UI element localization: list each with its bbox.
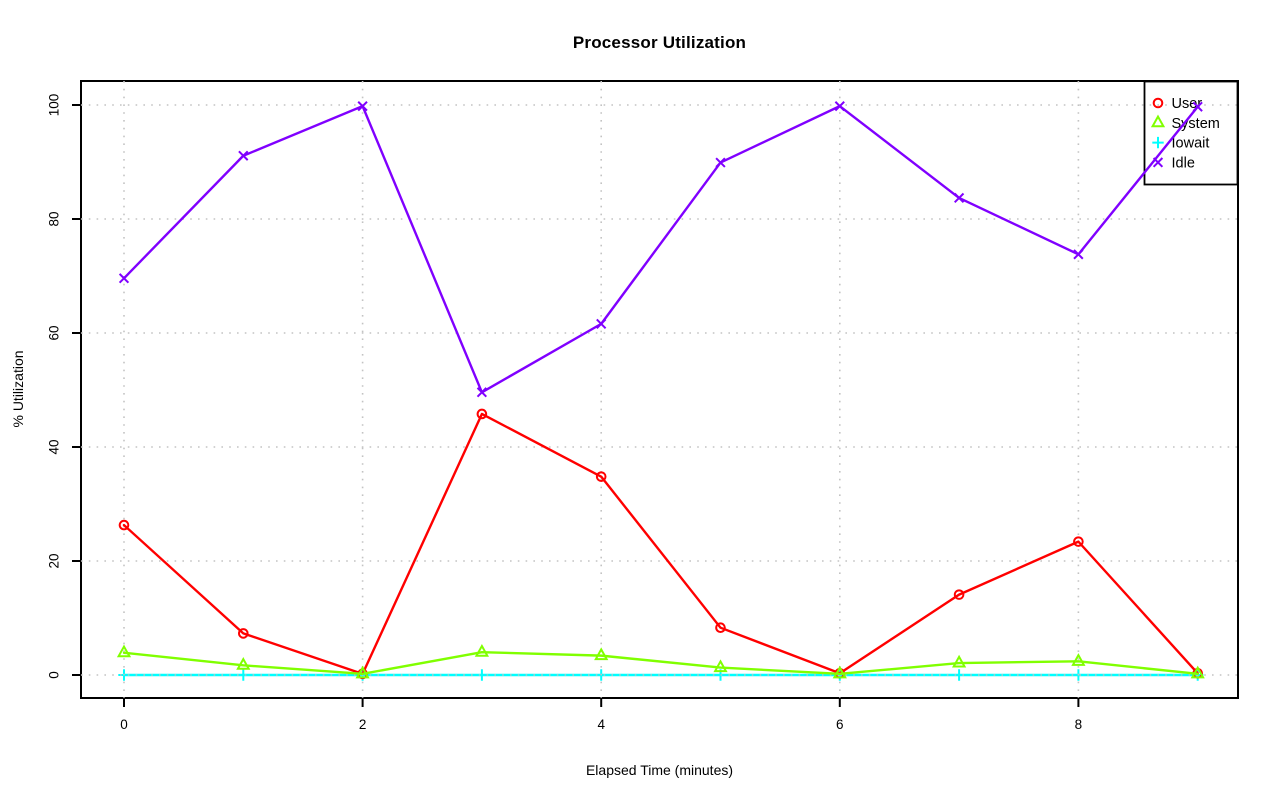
cross-marker-icon [357, 101, 368, 112]
y-tick-label: 0 [47, 671, 62, 679]
circle-marker-icon [476, 408, 488, 420]
series-system [116, 643, 1205, 679]
y-tick-label: 60 [47, 325, 62, 340]
cross-marker-icon [715, 157, 726, 168]
legend-box [1143, 80, 1239, 186]
chart-title: Processor Utilization [572, 33, 747, 52]
legend-label-system: System [1172, 116, 1220, 132]
series-line-idle [122, 104, 1199, 394]
series-idle [118, 101, 1203, 398]
y-tick-label: 80 [47, 211, 62, 226]
triangle-marker-icon [116, 644, 132, 658]
circle-marker-icon [118, 519, 130, 531]
plus-marker-icon [476, 669, 488, 681]
cross-marker-icon [1073, 249, 1084, 260]
circle-marker-icon [953, 589, 965, 600]
y-tick-label: 100 [47, 94, 62, 117]
x-tick-label: 2 [359, 717, 367, 732]
cross-marker-icon [238, 150, 249, 161]
triangle-marker-icon [236, 657, 251, 670]
gridlines [81, 81, 1238, 698]
cross-marker-icon [476, 387, 488, 398]
plus-marker-icon [237, 669, 249, 681]
x-tick-label: 4 [597, 717, 605, 732]
triangle-marker-icon [594, 647, 609, 661]
circle-marker-icon [1073, 536, 1084, 547]
circle-marker-icon [595, 471, 607, 482]
x-tick-label: 6 [836, 717, 844, 732]
series-user [118, 408, 1203, 680]
x-tick-label: 0 [120, 717, 128, 732]
legend-label-idle: Idle [1172, 155, 1195, 171]
cross-marker-icon [834, 101, 845, 112]
cross-marker-icon [953, 192, 965, 204]
legend-label-user: User [1172, 96, 1203, 112]
cross-marker-icon [596, 318, 607, 329]
triangle-marker-icon [951, 654, 967, 668]
triangle-marker-icon [1150, 114, 1166, 128]
triangle-marker-icon [355, 665, 370, 679]
legend: User System Iowait Idle [1143, 80, 1239, 186]
circle-marker-icon [715, 622, 726, 633]
triangle-marker-icon [713, 659, 728, 673]
cross-marker-icon [1192, 101, 1203, 112]
series-line-user [122, 412, 1199, 676]
x-axis-title: Elapsed Time (minutes) [585, 762, 734, 778]
triangle-marker-icon [474, 643, 490, 657]
plus-marker-icon [1152, 136, 1164, 149]
cross-marker-icon [118, 273, 130, 284]
triangle-marker-icon [1071, 653, 1086, 666]
legend-label-iowait: Iowait [1172, 136, 1210, 152]
y-tick-label: 20 [47, 553, 62, 568]
y-axis-title: % Utilization [10, 350, 26, 428]
y-tick-label: 40 [47, 439, 62, 454]
plot-frame [80, 80, 1239, 699]
circle-marker-icon [238, 628, 249, 639]
triangle-marker-icon [1190, 665, 1205, 679]
series-line-system [122, 651, 1199, 676]
x-tick-label: 8 [1075, 717, 1083, 732]
circle-marker-icon [1152, 97, 1164, 109]
triangle-marker-icon [832, 665, 847, 679]
